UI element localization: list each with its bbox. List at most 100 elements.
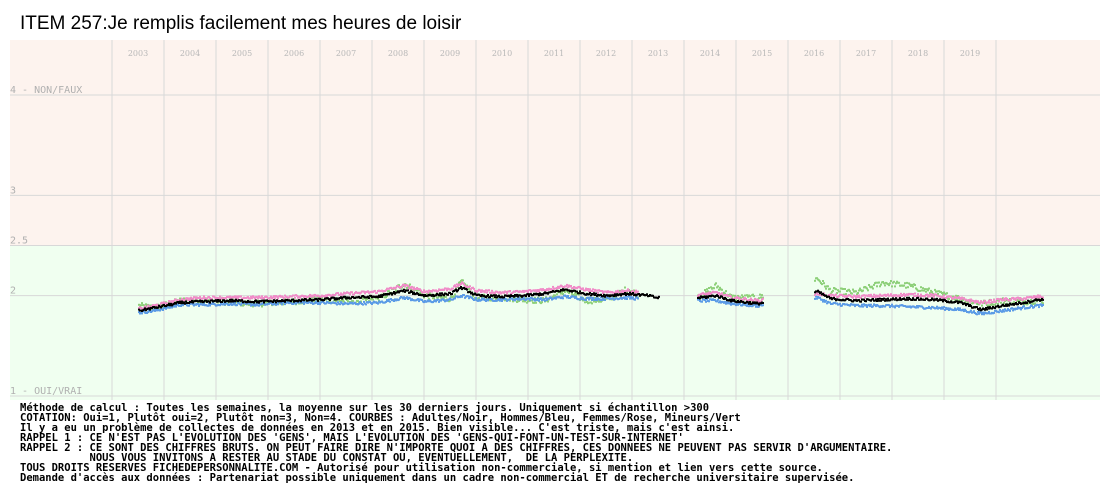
data-point bbox=[365, 299, 367, 302]
data-point bbox=[758, 303, 760, 306]
data-point bbox=[240, 295, 242, 298]
data-point bbox=[895, 297, 897, 300]
data-point bbox=[928, 294, 930, 297]
data-point bbox=[586, 301, 588, 303]
data-point bbox=[186, 297, 188, 300]
data-point bbox=[889, 294, 891, 297]
data-point bbox=[828, 295, 830, 298]
data-point bbox=[535, 301, 537, 304]
year-label: 2008 bbox=[388, 49, 408, 58]
data-point bbox=[452, 287, 454, 290]
data-point bbox=[576, 290, 578, 293]
data-point bbox=[705, 290, 707, 293]
data-point bbox=[173, 299, 175, 302]
data-point bbox=[509, 295, 511, 298]
data-point bbox=[508, 294, 510, 297]
data-point bbox=[1020, 308, 1022, 311]
data-point bbox=[218, 300, 220, 303]
data-point bbox=[849, 290, 851, 293]
data-point bbox=[749, 295, 751, 298]
data-point bbox=[620, 294, 622, 297]
data-point bbox=[952, 295, 954, 298]
data-point bbox=[481, 289, 483, 292]
data-point bbox=[814, 279, 816, 282]
data-point bbox=[229, 295, 231, 298]
data-point bbox=[969, 300, 971, 303]
data-point bbox=[219, 295, 221, 298]
data-point bbox=[462, 279, 464, 282]
data-point bbox=[870, 299, 872, 302]
data-point bbox=[832, 294, 834, 297]
data-point bbox=[1041, 301, 1043, 304]
data-point bbox=[249, 297, 251, 300]
data-point bbox=[438, 294, 440, 297]
data-point bbox=[858, 299, 860, 302]
data-point bbox=[403, 288, 405, 291]
data-point bbox=[721, 292, 723, 295]
data-point bbox=[351, 291, 353, 294]
data-point bbox=[730, 300, 732, 303]
data-point bbox=[749, 301, 751, 303]
data-point bbox=[258, 301, 260, 304]
data-point bbox=[1037, 304, 1039, 306]
data-point bbox=[946, 292, 948, 295]
data-point bbox=[1036, 296, 1038, 299]
data-point bbox=[556, 287, 558, 289]
data-point bbox=[975, 299, 977, 302]
data-point bbox=[208, 302, 210, 305]
data-point bbox=[882, 298, 884, 301]
data-point bbox=[826, 302, 828, 305]
data-point bbox=[863, 303, 865, 306]
data-point bbox=[940, 290, 942, 293]
data-point bbox=[894, 285, 896, 288]
data-point bbox=[814, 294, 816, 297]
data-point bbox=[1042, 298, 1044, 301]
year-label: 2012 bbox=[596, 49, 616, 58]
year-label: 2014 bbox=[700, 49, 720, 58]
data-point bbox=[490, 291, 492, 294]
data-point bbox=[889, 282, 891, 285]
data-point bbox=[160, 306, 162, 309]
data-point bbox=[740, 297, 742, 300]
data-point bbox=[716, 291, 718, 294]
data-point bbox=[708, 287, 710, 289]
data-point bbox=[748, 302, 750, 305]
series-femmes bbox=[138, 281, 1044, 311]
data-point bbox=[833, 296, 835, 299]
data-point bbox=[602, 292, 604, 294]
data-point bbox=[729, 298, 731, 301]
data-point bbox=[153, 308, 155, 311]
data-point bbox=[172, 301, 174, 304]
data-point bbox=[498, 294, 500, 297]
data-point bbox=[919, 298, 921, 301]
data-point bbox=[366, 298, 368, 300]
data-point bbox=[388, 290, 390, 293]
data-point bbox=[529, 289, 531, 291]
data-point bbox=[837, 289, 839, 292]
data-point bbox=[409, 291, 411, 294]
data-point bbox=[485, 300, 487, 302]
data-point bbox=[932, 293, 934, 296]
data-point bbox=[395, 289, 397, 292]
data-point bbox=[377, 297, 379, 300]
data-point bbox=[944, 308, 946, 311]
year-label: 2013 bbox=[648, 49, 668, 58]
data-point bbox=[624, 286, 626, 289]
data-point bbox=[374, 289, 376, 292]
data-point bbox=[464, 296, 466, 299]
data-point bbox=[428, 297, 430, 300]
data-point bbox=[435, 294, 437, 297]
data-point bbox=[432, 293, 434, 296]
data-point bbox=[904, 282, 906, 285]
data-point bbox=[138, 311, 140, 314]
data-point bbox=[385, 300, 387, 303]
data-point bbox=[423, 295, 425, 298]
data-point bbox=[920, 293, 922, 296]
data-point bbox=[261, 295, 263, 298]
data-point bbox=[406, 296, 408, 299]
data-point bbox=[1033, 295, 1035, 298]
data-point bbox=[911, 283, 913, 286]
data-point bbox=[371, 303, 373, 305]
data-point bbox=[159, 309, 161, 312]
data-point bbox=[275, 303, 277, 306]
